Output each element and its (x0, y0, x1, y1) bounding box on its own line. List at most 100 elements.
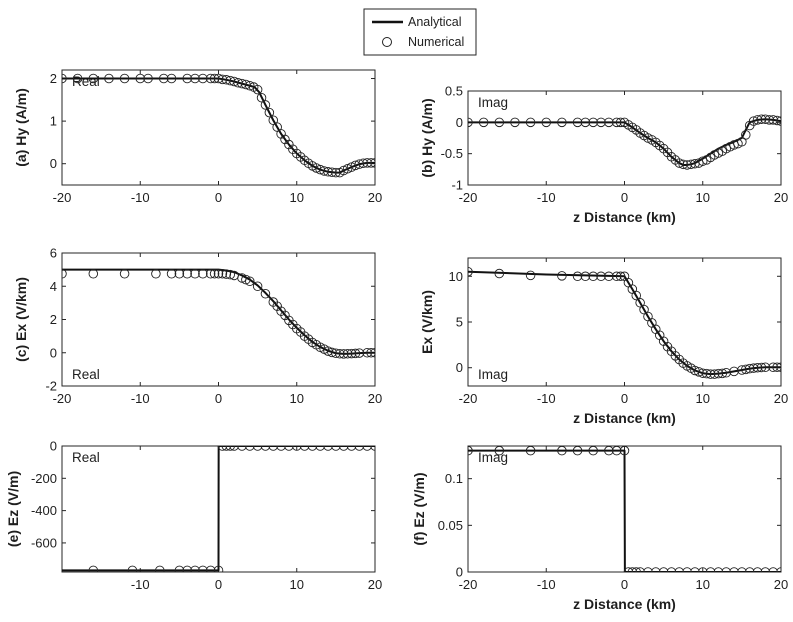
panel-b-numerical-point (760, 114, 771, 124)
panel-d-numerical-point (752, 362, 763, 373)
panel-a-numerical-point (323, 167, 333, 177)
panel-d-numerical-point (756, 362, 767, 373)
panel-c-xtick-label: -10 (131, 391, 150, 406)
panel-f-numerical-point (651, 567, 661, 572)
panel-b-numerical-point (604, 117, 614, 128)
panel-e-numerical-point (245, 446, 255, 451)
panel-f-numerical-point (658, 567, 669, 572)
panel-a-xtick-label: 0 (215, 190, 222, 205)
panel-e-numerical-point (370, 446, 375, 451)
panel-c-numerical-point (88, 269, 99, 279)
panel-a-numerical-point (264, 107, 275, 118)
panel-e-numerical-point (299, 446, 310, 451)
panel-e-numerical-point (315, 446, 325, 451)
panel-e-numerical-point (268, 446, 279, 451)
panel-a-numerical-point (135, 73, 145, 84)
panel-b-xlabel: z Distance (km) (573, 209, 676, 225)
panel-b-numerical-point (741, 130, 751, 140)
panel-f-xtick-label: 0 (621, 577, 628, 592)
panel-c-numerical-point (209, 269, 220, 279)
panel-d-numerical-point (596, 271, 606, 282)
panel-e-numerical-point (252, 446, 263, 451)
panel-b-ytick-label: -1 (451, 178, 463, 193)
panel-f-numerical-point (744, 567, 755, 572)
panel-b-ytick-label: -0.5 (441, 146, 463, 161)
panel-b-numerical-point (682, 160, 692, 170)
panel-e-ylabel: (e) Ez (V/m) (5, 471, 21, 547)
panel-b-numerical-point (756, 114, 767, 124)
panel-e-numerical-point (174, 565, 185, 572)
panel-d-ex-imag: -20 -10 0 10 20 0 5 10 Ex (V/km) z Distance (km) I… (419, 257, 788, 426)
panel-f-ytick-label: 0.1 (445, 471, 463, 486)
panel-c-ylabel: (c) Ex (V/km) (13, 277, 29, 362)
panel-c-ytick-label: 6 (50, 246, 57, 261)
panel-d-numerical-point (604, 271, 614, 282)
panel-a-numerical-point (104, 73, 114, 84)
panel-a-numerical-point (245, 81, 255, 91)
panel-d-numerical-point (729, 366, 739, 377)
panel-b-xtick-label: 20 (774, 190, 788, 205)
panel-c-numerical-point (225, 269, 235, 280)
panel-e-data (62, 446, 375, 572)
panel-d-numerical-point (701, 368, 712, 379)
panel-b-numerical-point (557, 117, 567, 128)
panel-a-numerical-point (370, 158, 375, 168)
panel-d-numerical-point (588, 271, 598, 282)
panel-f-numerical-point (690, 567, 700, 572)
panel-e-xtick-label: 10 (290, 577, 304, 592)
panel-c-numerical-point (62, 269, 67, 279)
panel-f-ylabel: (f) Ez (V/m) (411, 472, 427, 545)
panel-f-numerical-point (729, 567, 739, 572)
panel-e-numerical-point (346, 446, 357, 451)
panel-f-analytical-line (468, 449, 781, 572)
panel-d-numerical-point (776, 362, 781, 373)
panel-c-numerical-point (217, 269, 228, 279)
panel-e-numerical-point (213, 565, 224, 572)
panel-b-numerical-point (494, 117, 505, 128)
panel-b-numerical-point (678, 159, 688, 170)
panel-d-numerical-point (557, 271, 567, 281)
panel-b-xtick-label: -20 (459, 190, 478, 205)
panel-b-hy-imag: -20 -10 0 10 20 -1 -0.5 0 0.5 (b) Hy (A/m) z Dista… (419, 84, 788, 226)
legend-marker-swatch (382, 37, 392, 47)
panel-c-ytick-label: -2 (45, 379, 57, 394)
panel-f-numerical-point (619, 446, 630, 456)
panel-e-numerical-point (284, 446, 294, 451)
panel-a-numerical-point (182, 73, 192, 84)
panel-b-numerical-point (525, 117, 536, 128)
panel-a-numerical-point (221, 75, 232, 85)
panel-b-annotation: Imag (478, 95, 508, 110)
panel-d-xtick-label: 20 (774, 391, 788, 406)
panel-c-numerical-point (354, 348, 365, 358)
panel-f-xlabel: z Distance (km) (573, 596, 676, 612)
panel-d-numerical-point (525, 270, 536, 281)
panel-b-ytick-label: 0.5 (445, 84, 463, 99)
panel-d-numerical-point (741, 364, 751, 375)
panel-e-numerical-point (229, 446, 239, 451)
panel-b-axes-box (467, 90, 782, 186)
panel-b-numerical-point (596, 117, 606, 128)
panel-b-xtick-label: 10 (696, 190, 710, 205)
panel-c-xtick-label: 0 (215, 391, 222, 406)
panel-a-numerical-point (319, 166, 329, 176)
panel-b-numerical-point (686, 159, 696, 170)
panel-d-numerical-point (748, 363, 759, 373)
panel-f-numerical-point (468, 446, 473, 456)
panel-e-numerical-point (260, 446, 271, 451)
panel-c-numerical-point (205, 269, 216, 279)
panel-a-annotation: Real (72, 74, 100, 89)
panel-c-data (62, 268, 375, 359)
panel-f-numerical-point (588, 446, 598, 456)
panel-e-numerical-point (190, 565, 200, 572)
panel-f-numerical-point (721, 567, 731, 572)
panel-d-numerical-point (494, 268, 505, 279)
panel-e-ytick-label: 0 (50, 439, 57, 454)
panel-f-numerical-point (666, 567, 677, 572)
panel-c-numerical-point (338, 349, 349, 359)
panel-b-numerical-point (768, 115, 778, 125)
panel-c-numerical-point (119, 269, 130, 279)
panel-f-numerical-point (627, 567, 638, 572)
panel-d-annotation: Imag (478, 367, 508, 382)
panel-b-numerical-point (468, 117, 473, 128)
